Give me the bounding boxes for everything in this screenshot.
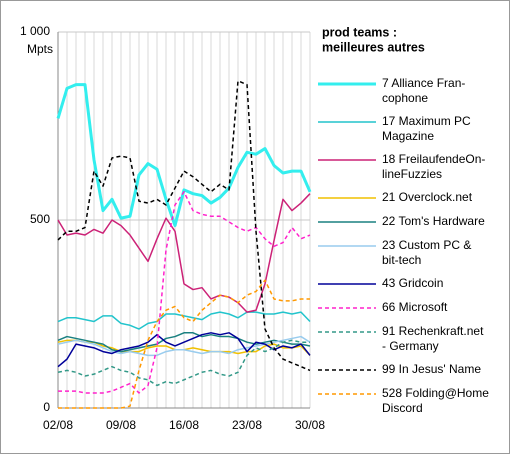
series-line	[58, 279, 310, 409]
x-tick-label: 30/08	[295, 418, 325, 432]
series-line	[57, 332, 311, 368]
legend-label: 18 FreilaufendeOn-	[382, 152, 485, 166]
y-tick-label: 0	[43, 400, 50, 414]
y-tick-label: 500	[30, 212, 50, 226]
legend-label: 43 Gridcoin	[382, 276, 443, 290]
legend-label: lineFuzzies	[382, 167, 442, 181]
series-line	[57, 80, 311, 372]
series-line	[56, 83, 312, 228]
series-line	[57, 332, 311, 353]
legend-title: meilleures autres	[322, 40, 425, 54]
series-line	[57, 193, 311, 313]
legend-label: bit-tech	[382, 253, 421, 267]
legend-label: cophone	[382, 91, 428, 105]
legend-label: 91 Rechenkraft.net	[382, 324, 484, 338]
series-line	[58, 191, 311, 394]
x-tick-label: 16/08	[169, 418, 199, 432]
legend-label: 66 Microsoft	[382, 300, 448, 314]
legend-title: prod teams :	[322, 25, 397, 39]
legend-label: Discord	[382, 401, 423, 415]
series-line	[57, 311, 311, 330]
legend-label: 99 In Jesus' Name	[382, 362, 481, 376]
legend-label: 7 Alliance Fran-	[382, 76, 465, 90]
x-tick-label: 02/08	[43, 418, 73, 432]
legend-label: Magazine	[382, 129, 434, 143]
legend-label: 23 Custom PC &	[382, 238, 471, 252]
series-line	[57, 335, 311, 357]
series-line	[57, 339, 310, 387]
legend-label: 21 Overclock.net	[382, 190, 473, 204]
legend-label: 17 Maximum PC	[382, 114, 471, 128]
y-axis-label: Mpts	[27, 42, 53, 56]
y-tick-label: 1 000	[20, 24, 50, 38]
x-tick-label: 23/08	[232, 418, 262, 432]
legend-label: 22 Tom's Hardware	[382, 214, 485, 228]
legend-label: - Germany	[382, 339, 439, 353]
legend-label: 528 Folding@Home	[382, 386, 489, 400]
x-tick-label: 09/08	[106, 418, 136, 432]
